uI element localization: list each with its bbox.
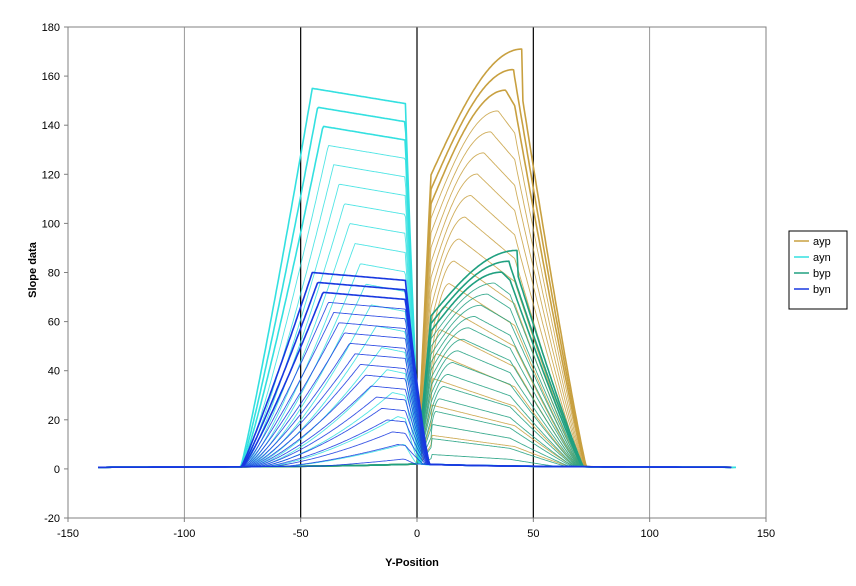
y-axis-title: Slope data (27, 241, 39, 298)
x-tick-label: 100 (640, 528, 658, 540)
legend-label-byn: byn (813, 284, 831, 296)
legend-label-ayp: ayp (813, 236, 831, 248)
series-byn-curve (98, 291, 732, 469)
legend-label-ayn: ayn (813, 252, 831, 264)
y-tick-label: 180 (42, 22, 60, 34)
x-tick-label: 50 (527, 528, 539, 540)
y-tick-labels: -20 0 20 40 60 80 100 120 140 160 180 (42, 22, 60, 525)
series-byn-curve (98, 271, 732, 469)
series-byn (98, 271, 732, 469)
x-tick-label: 150 (757, 528, 775, 540)
legend-box (788, 230, 848, 310)
x-tick-label: -100 (173, 528, 195, 540)
y-tick-label: 100 (42, 218, 60, 230)
x-tick-label: -50 (293, 528, 309, 540)
x-tick-label: -150 (57, 528, 79, 540)
series-byp (98, 249, 736, 469)
y-tick-label: 120 (42, 169, 60, 181)
x-tick-label: 0 (414, 528, 420, 540)
legend: ayp ayn byp byn (788, 230, 848, 310)
legend-label-byp: byp (813, 268, 831, 280)
y-tick-label: -20 (44, 513, 60, 525)
y-tick-label: 40 (48, 366, 60, 378)
y-tick-label: 80 (48, 268, 60, 280)
series-layer (98, 48, 736, 469)
series-byp-curve (98, 249, 732, 469)
y-tick-label: 160 (42, 71, 60, 83)
y-tick-label: 20 (48, 415, 60, 427)
x-axis-title: Y-Position (385, 557, 439, 569)
y-tick-label: 60 (48, 317, 60, 329)
y-tick-label: 0 (54, 464, 60, 476)
axes (64, 26, 767, 522)
y-tick-label: 140 (42, 120, 60, 132)
x-tick-labels: -150 -100 -50 0 50 100 150 (57, 528, 775, 540)
